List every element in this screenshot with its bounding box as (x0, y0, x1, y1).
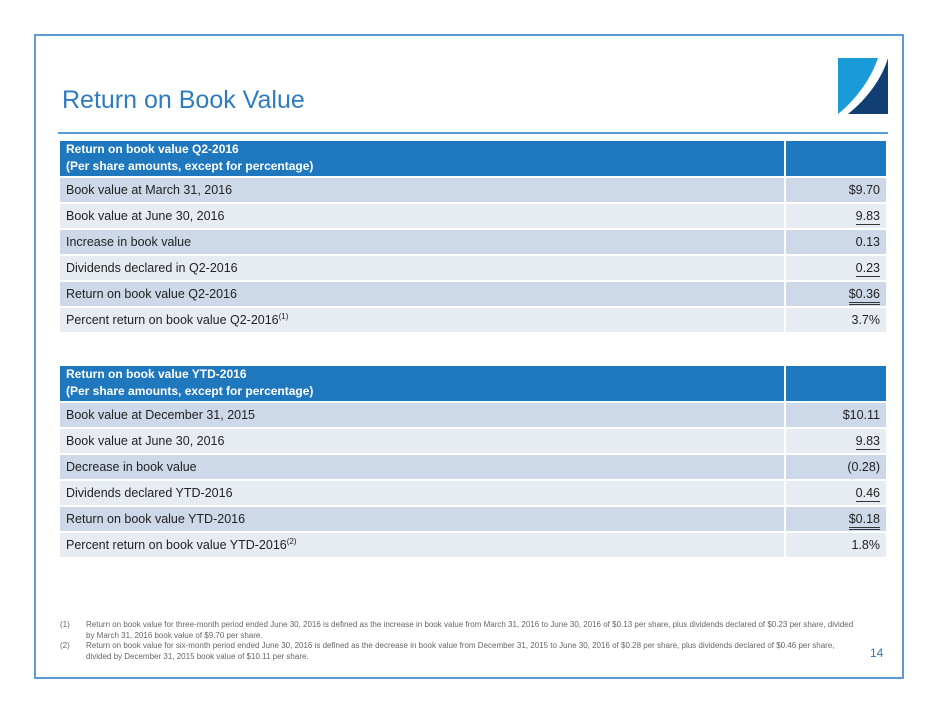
page-title: Return on Book Value (62, 86, 305, 114)
company-logo (838, 58, 888, 114)
table-row: Book value at December 31, 2015 $10.11 (58, 401, 888, 429)
footnotes: (1) Return on book value for three-month … (60, 620, 860, 662)
table-subtitle: (Per share amounts, except for percentag… (66, 384, 314, 398)
title-divider (58, 132, 888, 134)
table-title: Return on book value Q2-2016 (66, 142, 239, 156)
footnote: (1) Return on book value for three-month … (60, 620, 854, 640)
table-row: Return on book value Q2-2016 $0.36 (58, 280, 888, 308)
q2-table: Return on book value Q2-2016 (Per share a… (58, 139, 888, 334)
table-row: Book value at June 30, 2016 9.83 (58, 427, 888, 455)
table-header: Return on book value Q2-2016 (Per share a… (58, 139, 888, 178)
table-header: Return on book value YTD-2016 (Per share … (58, 364, 888, 403)
table-row: Percent return on book value Q2-2016(1) 3… (58, 306, 888, 334)
table-subtitle: (Per share amounts, except for percentag… (66, 159, 314, 173)
table-row: Return on book value YTD-2016 $0.18 (58, 505, 888, 533)
table-row: Decrease in book value (0.28) (58, 453, 888, 481)
footnote: (2) Return on book value for six-month pe… (60, 641, 835, 661)
table-title: Return on book value YTD-2016 (66, 367, 247, 381)
ytd-table: Return on book value YTD-2016 (Per share … (58, 364, 888, 559)
page-number: 14 (870, 646, 884, 660)
slide-frame (34, 34, 904, 679)
table-row: Book value at March 31, 2016 $9.70 (58, 176, 888, 204)
table-row: Dividends declared YTD-2016 0.46 (58, 479, 888, 507)
table-row: Percent return on book value YTD-2016(2)… (58, 531, 888, 559)
table-row: Dividends declared in Q2-2016 0.23 (58, 254, 888, 282)
table-row: Book value at June 30, 2016 9.83 (58, 202, 888, 230)
table-row: Increase in book value 0.13 (58, 228, 888, 256)
